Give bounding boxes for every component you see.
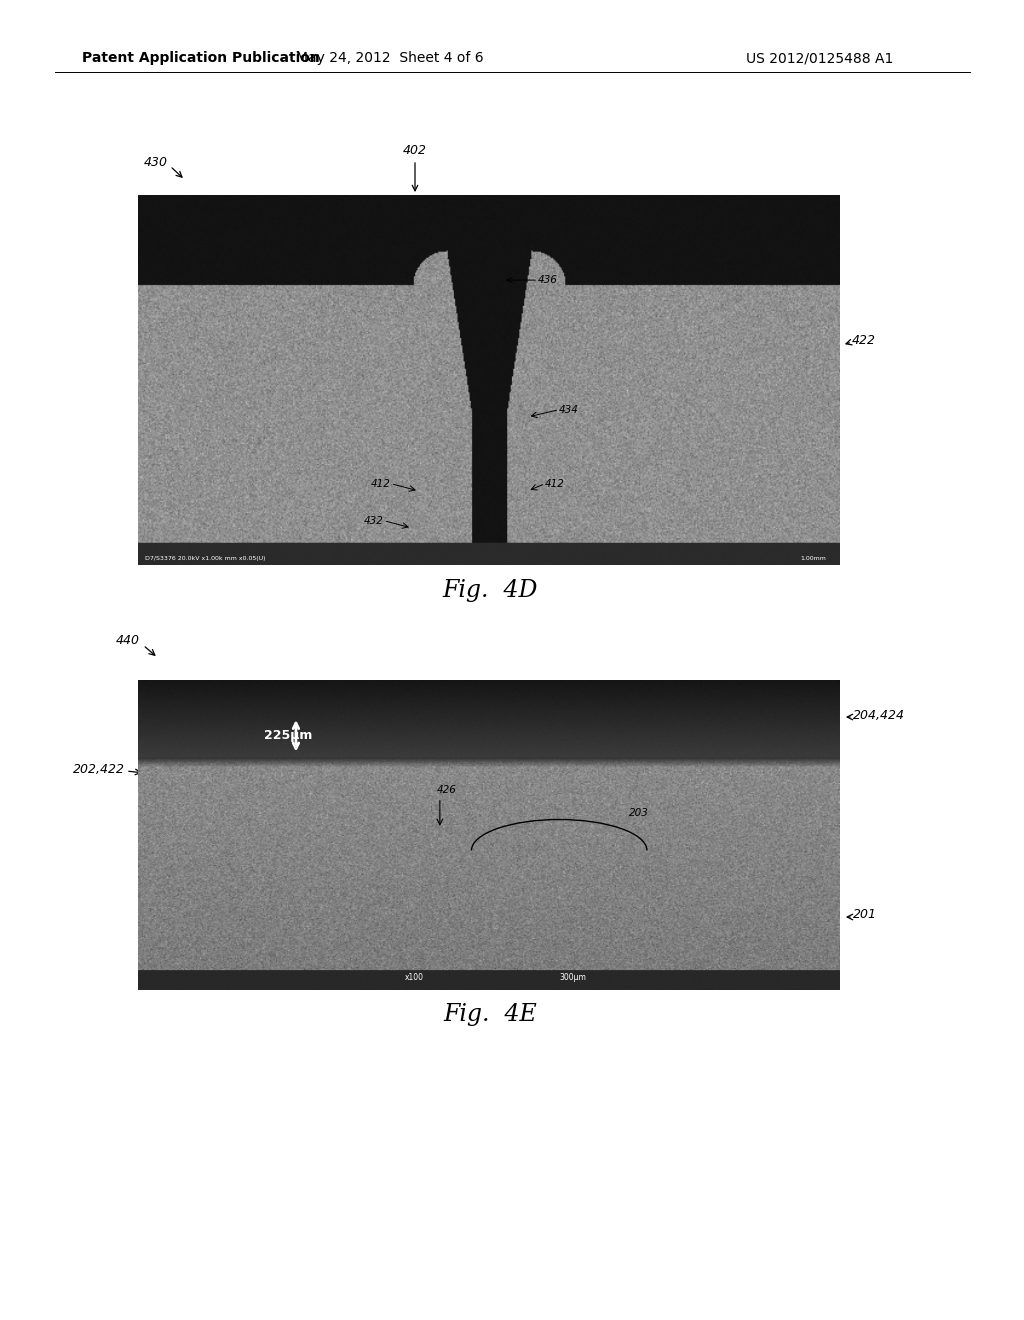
Text: Patent Application Publication: Patent Application Publication [82, 51, 319, 65]
Text: 412: 412 [371, 479, 391, 488]
Text: 402: 402 [403, 144, 427, 157]
Text: 201: 201 [853, 908, 877, 921]
Text: 422: 422 [852, 334, 876, 346]
Text: 225μm: 225μm [264, 729, 312, 742]
Text: Fig.  4D: Fig. 4D [442, 578, 538, 602]
Text: 412: 412 [545, 479, 565, 488]
Text: US 2012/0125488 A1: US 2012/0125488 A1 [746, 51, 894, 65]
Text: x100: x100 [404, 973, 424, 982]
Text: 430: 430 [144, 156, 168, 169]
Text: 434: 434 [559, 405, 580, 414]
Text: 203: 203 [630, 808, 649, 818]
Text: May 24, 2012  Sheet 4 of 6: May 24, 2012 Sheet 4 of 6 [296, 51, 483, 65]
Text: 204,424: 204,424 [853, 709, 905, 722]
Text: Fig.  4E: Fig. 4E [443, 1003, 537, 1027]
Text: 440: 440 [116, 634, 140, 647]
Text: 426: 426 [437, 784, 457, 795]
Text: 300μm: 300μm [560, 973, 587, 982]
Text: D7/S3376 20.0kV x1.00k mm x0.05(U): D7/S3376 20.0kV x1.00k mm x0.05(U) [145, 556, 265, 561]
Text: 1.00mm: 1.00mm [800, 556, 826, 561]
Text: 202,422: 202,422 [73, 763, 125, 776]
Text: 436: 436 [539, 275, 558, 285]
Text: 432: 432 [364, 516, 384, 525]
